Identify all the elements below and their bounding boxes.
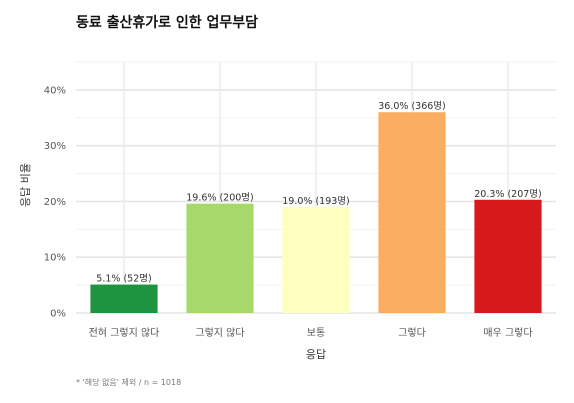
x-tick-label: 전혀 그렇지 않다 bbox=[89, 326, 160, 339]
y-axis-title: 응답 비율 bbox=[19, 163, 32, 207]
y-tick-label: 40% bbox=[44, 85, 66, 96]
y-tick-label: 0% bbox=[50, 309, 66, 320]
x-tick-label: 보통 bbox=[307, 327, 325, 339]
x-tick-label: 그렇다 bbox=[398, 326, 426, 339]
bar bbox=[378, 112, 446, 313]
data-label: 5.1% (52명) bbox=[96, 274, 151, 285]
data-label: 20.3% (207명) bbox=[474, 189, 541, 200]
bar bbox=[186, 203, 254, 313]
x-tick-label: 매우 그렇다 bbox=[483, 326, 532, 339]
bar bbox=[90, 284, 158, 313]
data-label: 19.6% (200명) bbox=[186, 193, 253, 204]
y-tick-label: 20% bbox=[44, 197, 66, 208]
bars bbox=[90, 112, 542, 313]
data-labels: 5.1% (52명) 19.6% (200명) 19.0% (193명) 36.0% … bbox=[96, 101, 541, 284]
x-tick-label: 그렇지 않다 bbox=[195, 326, 244, 339]
y-tick-labels: 0% 10% 20% 30% 40% bbox=[44, 85, 66, 319]
data-label: 19.0% (193명) bbox=[282, 196, 349, 207]
y-tick-label: 10% bbox=[44, 253, 66, 264]
y-tick-label: 30% bbox=[44, 141, 66, 152]
bar bbox=[282, 207, 350, 313]
bar bbox=[474, 199, 542, 313]
x-axis-title: 응답 bbox=[306, 348, 326, 361]
caption: * '해당 없음' 제외 / n = 1018 bbox=[76, 377, 181, 387]
x-tick-labels: 전혀 그렇지 않다 그렇지 않다 보통 그렇다 매우 그렇다 bbox=[89, 326, 533, 339]
chart-title: 동료 출산휴가로 인한 업무부담 bbox=[76, 14, 258, 31]
data-label: 36.0% (366명) bbox=[378, 101, 445, 112]
